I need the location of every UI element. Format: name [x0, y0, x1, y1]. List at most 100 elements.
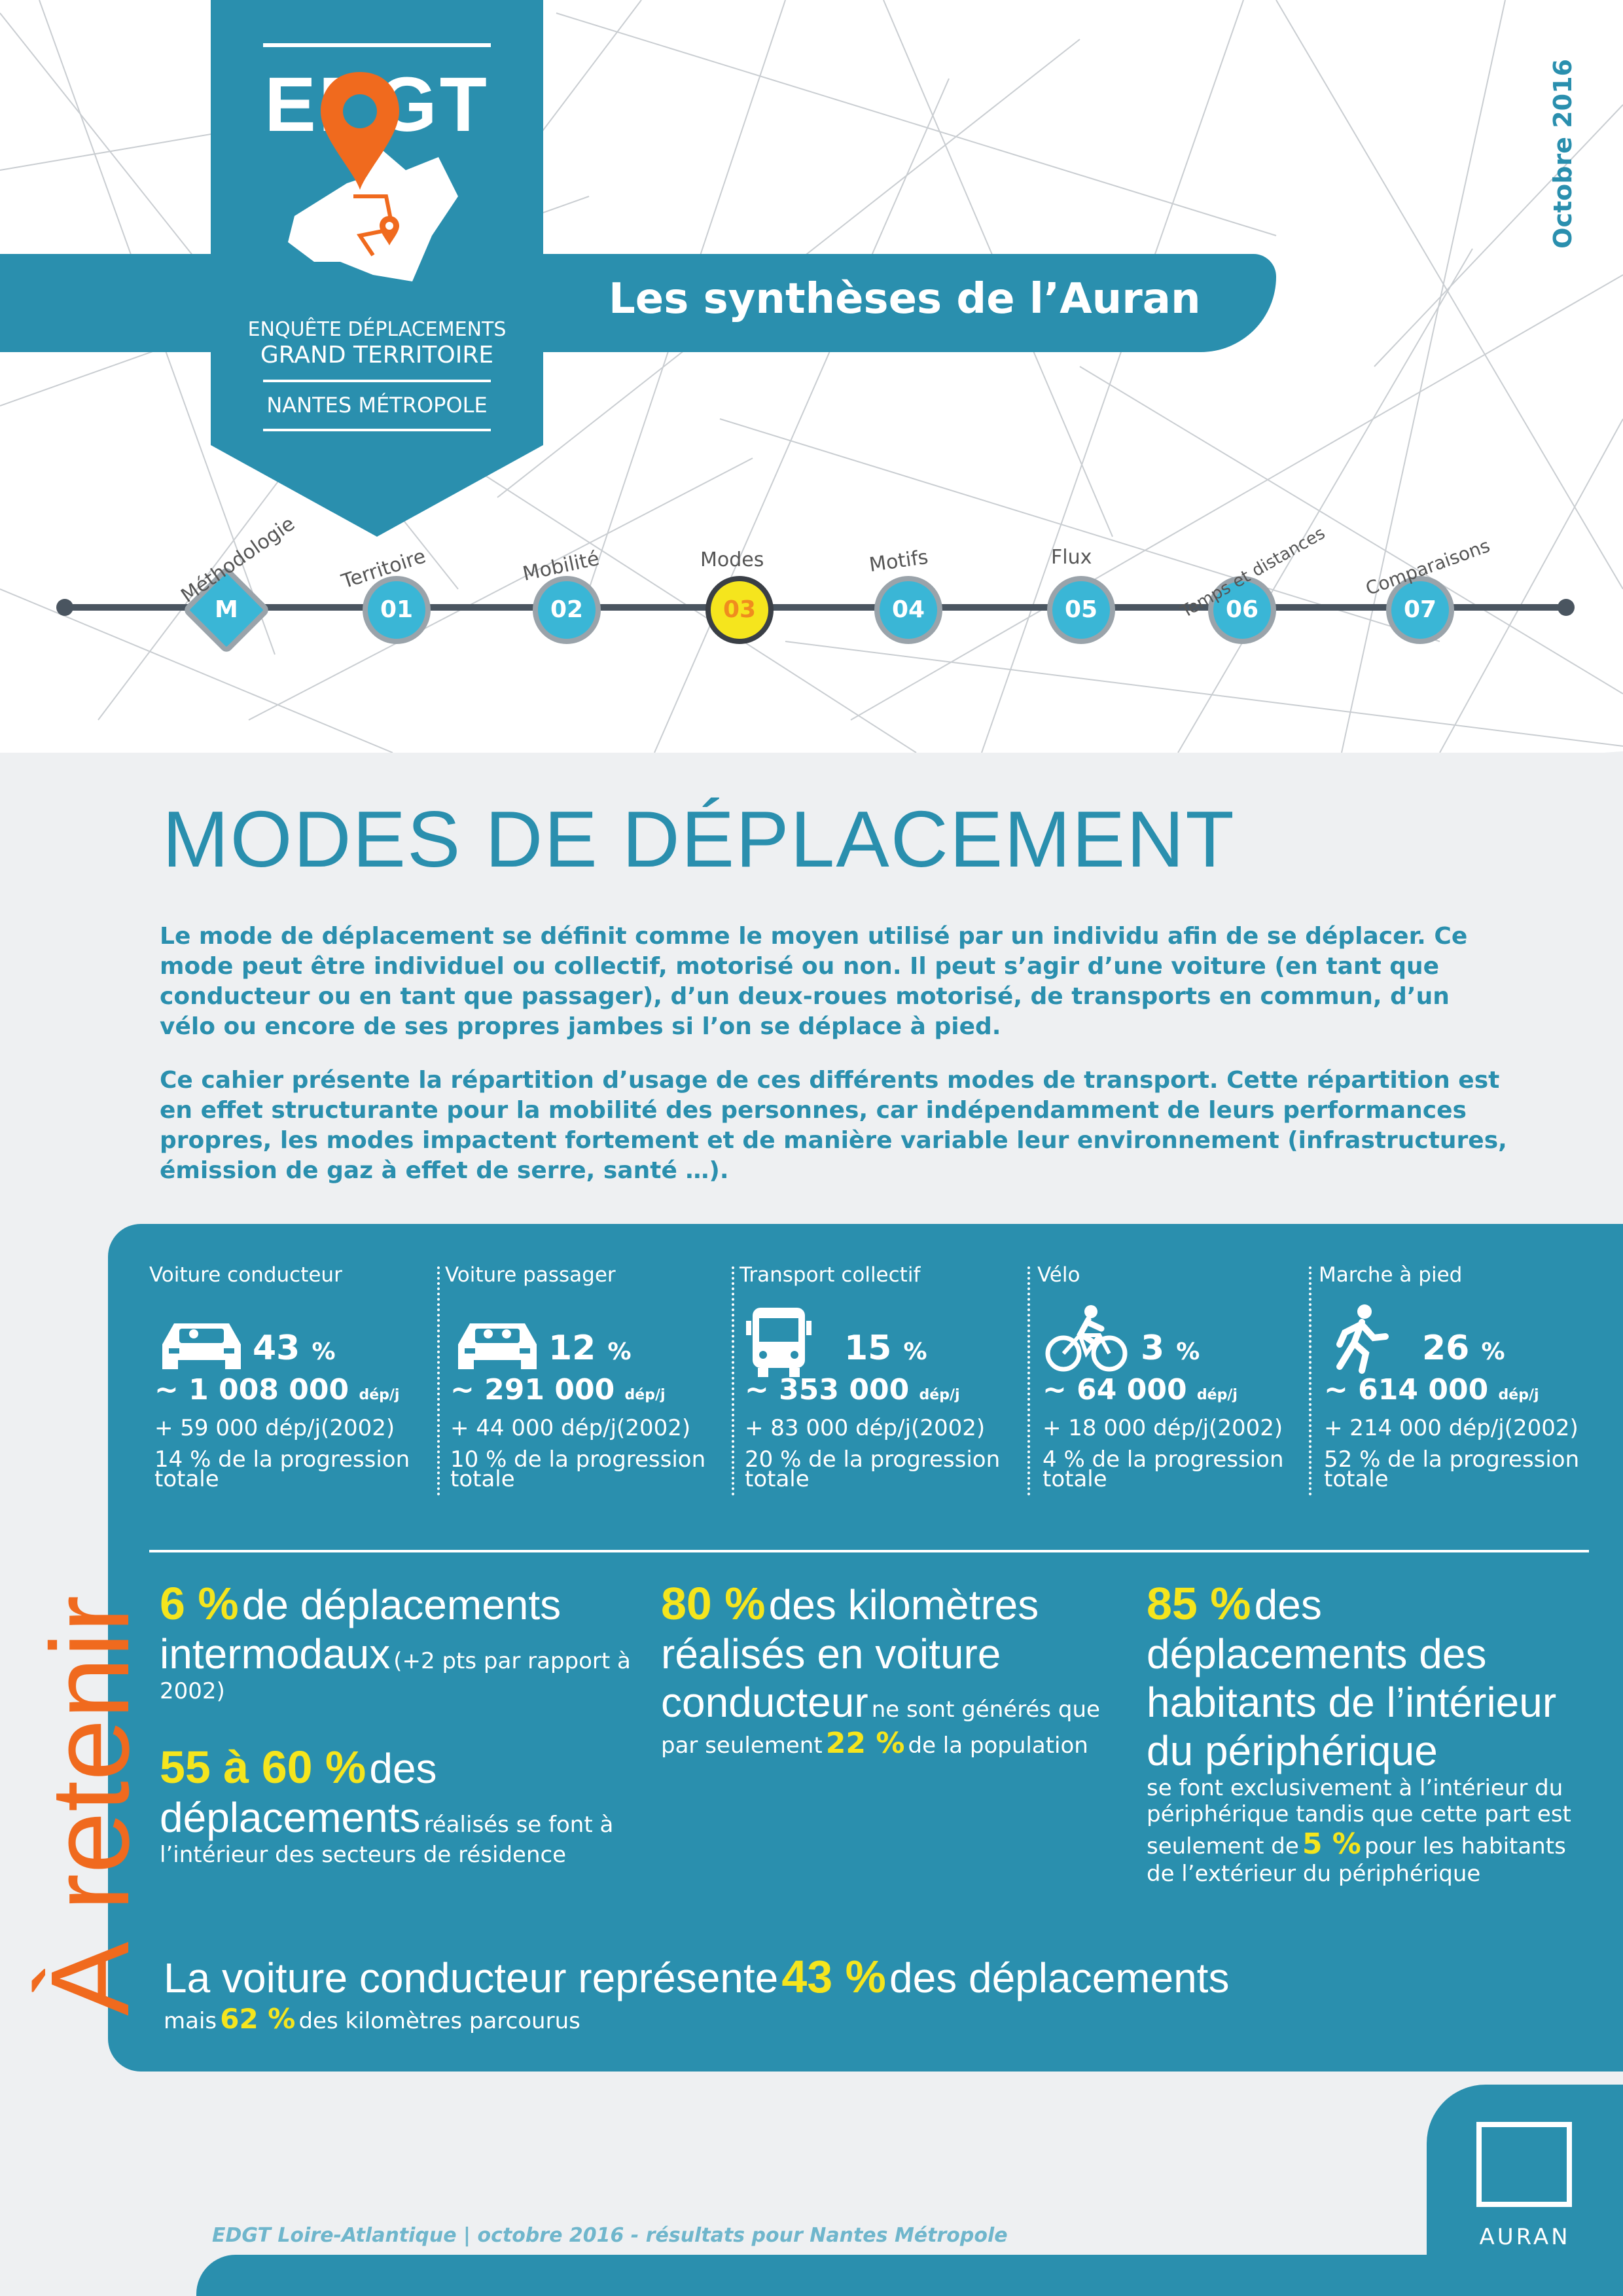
fact-value: 6 %	[160, 1578, 239, 1629]
fact-text: des	[369, 1745, 437, 1792]
car-passenger-icon	[458, 1323, 537, 1369]
intro-paragraph-2: Ce cahier présente la répartition d’usag…	[160, 1067, 1507, 1184]
fact-text: des déplacements	[889, 1954, 1230, 2001]
fact-value: 55 à 60 %	[160, 1742, 366, 1793]
timeline-end-dot	[1558, 599, 1575, 616]
mode-voiture-passager: Voiture passager 12 % ~ 291 000 dép/j + …	[445, 1263, 726, 1490]
auran-logo-box	[1427, 2085, 1623, 2261]
mode-transport-collectif: Transport collectif 15 % ~ 353 000 dép/j…	[740, 1263, 1021, 1490]
fact-note-value: 5 %	[1302, 1827, 1361, 1861]
timeline-label-flux: Flux	[1051, 546, 1092, 569]
fact-kilometres: 80 % des kilomètres réalisés en voiture …	[661, 1577, 1119, 1760]
walking-icon	[1336, 1304, 1389, 1374]
mode-velo: Vélo 3 % ~ 64 000 dép/j + 18 000 dép/j(2…	[1037, 1263, 1319, 1490]
fact-voiture-conducteur: La voiture conducteur représente 43 % de…	[164, 1950, 1571, 2035]
bicycle-icon	[1045, 1305, 1128, 1372]
intro-paragraph-1: Le mode de déplacement se définit comme …	[160, 923, 1468, 1040]
fact-value: 80 %	[661, 1578, 766, 1629]
mode-pct: 12	[548, 1329, 596, 1368]
mode-share: 14 % de la progression totale	[154, 1446, 410, 1492]
fact-intermodal: 6 % de déplacements intermodaux (+2 pts …	[160, 1577, 657, 1704]
mode-pct: 15	[844, 1329, 892, 1368]
auran-brand: AURAN	[1479, 2224, 1571, 2250]
bus-icon	[746, 1308, 812, 1377]
mode-name: Voiture conducteur	[149, 1263, 342, 1287]
trips-unit: dép/j	[1498, 1387, 1539, 1403]
timeline-node-mobilite[interactable]: 02	[533, 576, 601, 644]
fact-text: de déplacements	[241, 1581, 562, 1628]
fact-note: ne sont générés que par seulement	[661, 1696, 1100, 1759]
timeline-node-motifs[interactable]: 04	[874, 576, 942, 644]
pct-unit: %	[607, 1338, 632, 1365]
timeline-node-comparaisons[interactable]: 07	[1386, 576, 1454, 644]
fact-peripherique: 85 % des déplacements des habitants de l…	[1147, 1577, 1592, 1887]
mode-pct: 26	[1422, 1329, 1470, 1368]
fact-residence: 55 à 60 % des déplacements réalisés se f…	[160, 1741, 657, 1868]
fact-note: pour les habitants de l’extérieur du pér…	[1147, 1833, 1566, 1887]
mode-increase: + 44 000 dép/j(2002)	[450, 1415, 691, 1441]
fact-text: déplacements	[160, 1794, 421, 1841]
column-divider	[437, 1266, 440, 1496]
fact-note-value: 22 %	[825, 1727, 905, 1760]
fact-note: (+2 pts par rapport à 2002)	[160, 1648, 631, 1704]
fact-note: de la population	[908, 1732, 1088, 1759]
logo-subtitle-2: GRAND TERRITOIRE	[260, 342, 494, 368]
fact-text: intermodaux	[160, 1630, 391, 1677]
pct-unit: %	[312, 1338, 336, 1365]
logo-subtitle-1: ENQUÊTE DÉPLACEMENTS	[247, 318, 507, 341]
mode-increase: + 83 000 dép/j(2002)	[745, 1415, 986, 1441]
logo-subtitle-3: NANTES MÉTROPOLE	[266, 393, 488, 418]
trips-unit: dép/j	[1196, 1387, 1238, 1403]
badge-mid-rule	[263, 380, 491, 382]
pct-unit: %	[1176, 1338, 1200, 1365]
fact-note: des kilomètres parcourus	[298, 2008, 580, 2034]
fact-note: mais	[164, 2008, 217, 2034]
mode-share: 20 % de la progression totale	[745, 1446, 1001, 1492]
mode-trips: ~ 1 008 000	[154, 1373, 349, 1407]
mode-name: Marche à pied	[1319, 1263, 1463, 1287]
facts-separator	[149, 1550, 1589, 1552]
mode-trips: ~ 353 000	[745, 1373, 910, 1407]
mode-increase: + 59 000 dép/j(2002)	[154, 1415, 395, 1441]
series-title: Les synthèses de l’Auran	[609, 275, 1201, 323]
column-divider	[732, 1266, 734, 1496]
fact-text: La voiture conducteur représente	[164, 1954, 779, 2001]
fact-value: 43 %	[781, 1951, 886, 2002]
mode-voiture-conducteur: Voiture conducteur 43 % ~ 1 008 000 dép/…	[149, 1263, 431, 1490]
mode-pct: 43	[253, 1329, 300, 1368]
mode-pct: 3	[1141, 1329, 1165, 1368]
car-driver-icon	[162, 1323, 241, 1369]
badge-top-rule	[263, 43, 491, 47]
timeline-start-dot	[56, 599, 73, 616]
publication-date: Octobre 2016	[1548, 59, 1577, 249]
badge-bottom-rule	[263, 429, 491, 431]
fact-note-value: 62 %	[220, 2003, 296, 2035]
auran-logo-icon	[1476, 2122, 1572, 2207]
mode-trips: ~ 614 000	[1324, 1373, 1489, 1407]
mode-share: 10 % de la progression totale	[450, 1446, 706, 1492]
timeline-node-modes[interactable]: 03	[705, 576, 774, 644]
mode-increase: + 214 000 dép/j(2002)	[1324, 1415, 1578, 1441]
column-divider	[1309, 1266, 1311, 1496]
territory-map-icon	[288, 72, 458, 281]
mode-name: Voiture passager	[445, 1263, 616, 1287]
timeline-label-modes: Modes	[700, 548, 764, 571]
timeline-node-territoire[interactable]: 01	[363, 576, 431, 644]
fact-note: se font exclusivement à l’intérieur du p…	[1147, 1775, 1571, 1859]
mode-share: 4 % de la progression totale	[1043, 1446, 1284, 1492]
pct-unit: %	[1481, 1338, 1505, 1365]
background-line-network	[0, 0, 1623, 753]
mode-increase: + 18 000 dép/j(2002)	[1043, 1415, 1283, 1441]
a-retenir-label: À retenir	[28, 1595, 152, 2016]
timeline-node-temps-distances[interactable]: 06	[1208, 576, 1276, 644]
mode-trips: ~ 64 000	[1043, 1373, 1187, 1407]
timeline-node-flux[interactable]: 05	[1047, 576, 1115, 644]
mode-trips: ~ 291 000	[450, 1373, 615, 1407]
fact-text: des kilomètres réalisés en voiture	[661, 1581, 1039, 1677]
page-title: MODES DE DÉPLACEMENT	[162, 795, 1236, 884]
fact-text: conducteur	[661, 1679, 868, 1726]
column-divider	[1027, 1266, 1030, 1496]
fact-text: des déplacements des habitants de l’inté…	[1147, 1581, 1557, 1774]
footer-source: EDGT Loire-Atlantique | octobre 2016 - r…	[212, 2224, 1008, 2247]
key-facts-panel	[108, 1224, 1623, 2072]
